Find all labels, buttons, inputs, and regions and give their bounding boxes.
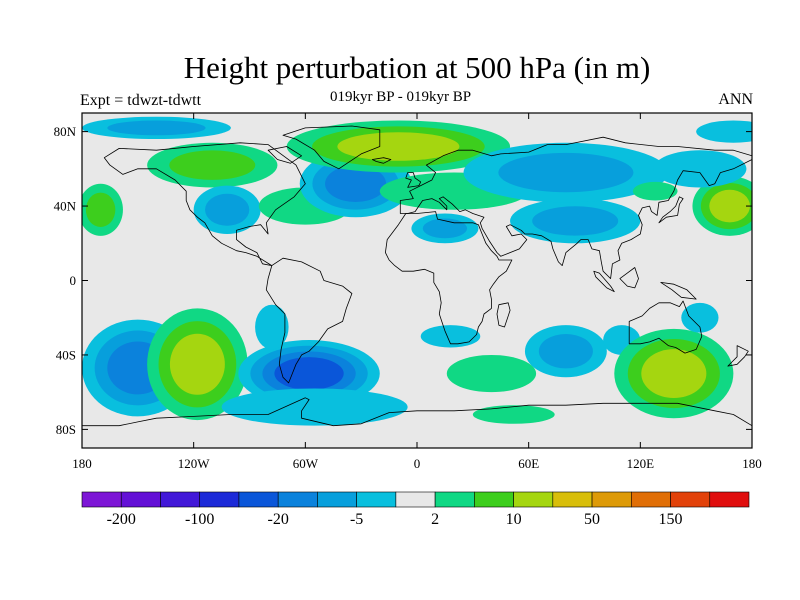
lat-tick-label: 40N <box>54 199 77 214</box>
field-anomaly-13-level-1 <box>169 150 256 180</box>
lon-tick-label: 180 <box>742 456 762 471</box>
colorbar-swatch <box>120 491 161 508</box>
field-anomaly-26-level-0 <box>696 120 752 143</box>
colorbar-swatch <box>81 491 122 508</box>
colorbar-swatch <box>552 491 593 508</box>
field-anomaly-22-level-0 <box>632 181 678 201</box>
field-anomaly-11-level-0 <box>681 302 719 333</box>
coastline-uk <box>405 172 422 188</box>
field-anomaly-19-level-1 <box>422 218 468 239</box>
season-label: ANN <box>718 91 753 108</box>
field-anomaly-12-level-1 <box>85 192 116 227</box>
coastline-borneo <box>619 267 639 289</box>
field-anomaly-8-level-1 <box>538 334 593 369</box>
lon-tick-label: 180 <box>72 456 92 471</box>
coastline-baffin <box>267 146 302 164</box>
colorbar-swatch <box>513 491 554 508</box>
coastline-antarctica <box>82 397 752 448</box>
colorbar-swatch <box>160 491 201 508</box>
lon-tick-label: 60W <box>293 456 319 471</box>
colorbar-swatch <box>630 491 671 508</box>
lon-tick-label: 60E <box>518 456 539 471</box>
colorbar-swatch <box>474 491 514 508</box>
coastline-new-zealand <box>727 345 749 367</box>
lat-tick-label: 80N <box>54 124 77 139</box>
colorbar-label: 10 <box>506 511 522 528</box>
colorbar-label: -100 <box>185 511 214 528</box>
coastline-japan <box>658 196 684 224</box>
axis-layer: 80N 40N 0 40S 80S 180 120W 60W 0 60E 120E 180 <box>54 113 762 471</box>
field-anomaly-25-level-1 <box>107 120 206 136</box>
colorbar: -200 -100 -20 -5 2 10 50 150 <box>81 491 750 528</box>
field-anomaly-24-level-0 <box>653 150 747 188</box>
coastline-north-america <box>103 142 306 266</box>
coastline-sumatra <box>593 270 615 293</box>
coastline-africa <box>385 211 513 345</box>
lat-tick-label: 0 <box>70 273 77 288</box>
field-anomaly-23-level-2 <box>709 189 751 223</box>
colorbar-swatch <box>238 491 279 508</box>
coastline-australia <box>628 300 703 354</box>
field-anomaly-7-level-0 <box>472 405 555 424</box>
field-anomaly-21-level-1 <box>498 152 634 193</box>
colorbar-label: -20 <box>268 511 289 528</box>
colorbar-swatch <box>277 491 318 508</box>
field-anomaly-3-level-0 <box>221 388 408 426</box>
colorbar-swatch <box>434 491 475 508</box>
colorbar-label: -5 <box>350 511 363 528</box>
lon-tick-label: 120W <box>178 456 211 471</box>
lon-tick-label: 120E <box>627 456 655 471</box>
field-anomaly-17-level-2 <box>337 132 460 161</box>
experiment-label: Expt = tdwzt-tdwtt <box>80 92 202 109</box>
field-anomaly-4-level-0 <box>255 304 289 350</box>
colorbar-swatch <box>317 491 357 508</box>
colorbar-swatch <box>591 491 632 508</box>
field-anomaly-10-level-2 <box>641 349 707 398</box>
coastline-eurasia <box>399 136 752 279</box>
field-anomaly-2-level-3 <box>274 357 344 390</box>
field-anomaly-20-level-1 <box>532 206 619 236</box>
field-anomaly-1-level-2 <box>169 333 225 395</box>
coastline-greenland <box>282 125 381 170</box>
coastline-layer <box>82 125 752 448</box>
field-anomaly-16-level-2 <box>325 165 387 203</box>
chart-subtitle: 019kyr BP - 019kyr BP <box>330 89 472 105</box>
colorbar-swatch <box>356 491 397 508</box>
coastline-madagascar <box>496 302 511 328</box>
colorbar-swatch <box>709 491 750 508</box>
colorbar-label: 150 <box>659 511 683 528</box>
field-anomaly-6-level-0 <box>446 354 537 393</box>
chart-title: Height perturbation at 500 hPa (in m) <box>183 50 651 85</box>
colorbar-label: 2 <box>431 511 439 528</box>
colorbar-swatch <box>395 491 436 508</box>
lon-tick-label: 0 <box>414 456 421 471</box>
colorbar-label: 50 <box>584 511 600 528</box>
field-anomaly-5-level-0 <box>420 325 481 348</box>
lat-tick-label: 80S <box>56 422 76 437</box>
height-field-layer <box>82 116 752 426</box>
coastline-south-america <box>265 257 353 384</box>
colorbar-label: -200 <box>107 511 136 528</box>
lat-tick-label: 40S <box>56 347 76 362</box>
colorbar-swatch <box>670 491 711 508</box>
colorbar-swatch <box>199 491 240 508</box>
field-anomaly-14-level-1 <box>205 193 250 226</box>
coastline-iceland <box>371 157 392 164</box>
coastline-new-guinea <box>660 282 697 300</box>
